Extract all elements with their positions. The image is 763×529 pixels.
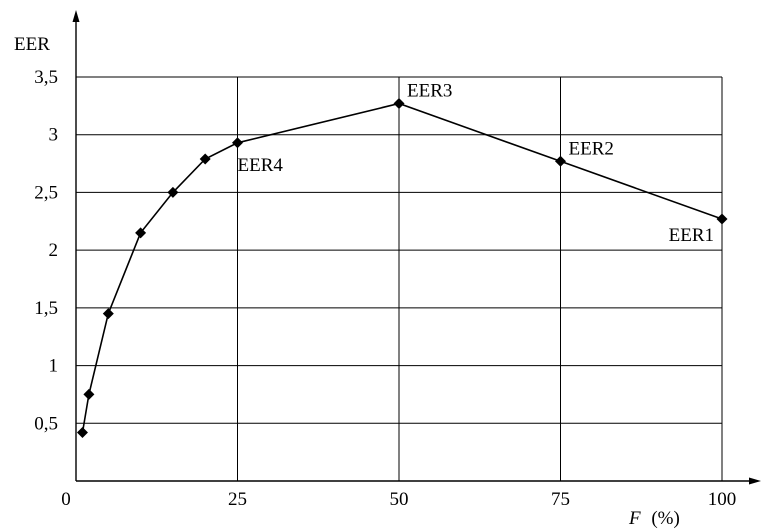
series-line [81, 102, 723, 433]
x-axis-unit: (%) [651, 508, 679, 529]
x-axis-arrow [749, 477, 761, 485]
grid [76, 76, 723, 481]
point-annotation: EER4 [238, 155, 284, 176]
x-axis-label: F (%) [628, 508, 680, 529]
y-tick-label: 3 [49, 125, 59, 146]
data-point-marker [199, 153, 211, 165]
data-point-marker [83, 388, 95, 400]
x-tick-label: 100 [708, 489, 737, 510]
y-tick-label: 0,5 [34, 413, 58, 434]
x-tick-label: 25 [228, 489, 247, 510]
point-annotation: EER2 [569, 138, 614, 159]
annotations: EER4 EER3 EER2 EER1 [238, 81, 715, 246]
y-tick-label: 1,5 [34, 298, 58, 319]
y-tick-label: 2 [49, 240, 59, 261]
y-axis-label: EER [14, 34, 50, 55]
x-tick-label: 0 [61, 489, 71, 510]
data-point-marker [76, 427, 88, 439]
data-point-marker [167, 186, 179, 198]
y-tick-label: 1 [49, 356, 59, 377]
data-point-marker [135, 227, 147, 239]
y-tick-label: 2,5 [34, 182, 58, 203]
data-point-marker [555, 155, 566, 167]
y-tick-label: 3,5 [34, 67, 58, 88]
x-axis-variable: F [628, 508, 641, 529]
data-point-marker [232, 137, 243, 149]
markers [76, 98, 728, 439]
x-tick-label: 50 [390, 489, 409, 510]
x-tick-label: 75 [551, 489, 570, 510]
tick-labels: 0 25 50 75 100 0,5 1 1,5 2 2,5 3 3,5 [34, 67, 736, 510]
y-axis-arrow [72, 10, 80, 22]
data-point-marker [393, 98, 405, 110]
data-point-marker [716, 213, 728, 225]
data-point-marker [102, 308, 114, 320]
point-annotation: EER1 [669, 225, 714, 246]
point-annotation: EER3 [407, 81, 452, 102]
axes [72, 10, 761, 485]
